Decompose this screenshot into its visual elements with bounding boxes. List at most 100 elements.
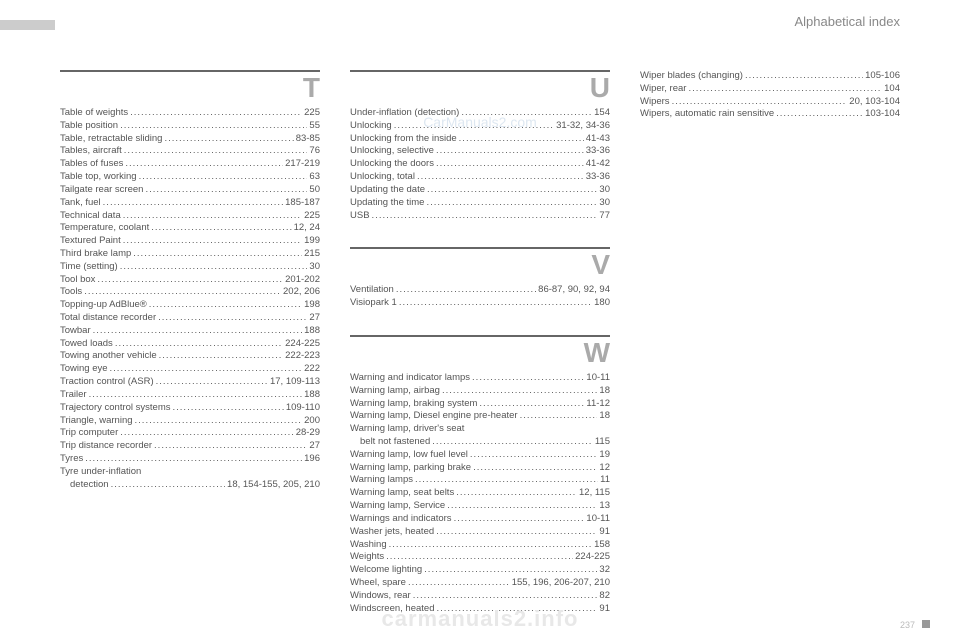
entry-label: Windows, rear xyxy=(350,590,411,603)
entry-dots: ........................................… xyxy=(85,453,302,466)
index-entry: Tables of fuses.........................… xyxy=(60,158,320,171)
entry-page: 104 xyxy=(884,83,900,96)
entry-page: 11-12 xyxy=(586,398,610,411)
entry-label: Table top, working xyxy=(60,171,137,184)
index-entry: Third brake lamp........................… xyxy=(60,248,320,261)
entry-page: 224-225 xyxy=(575,551,610,564)
entry-dots: ........................................… xyxy=(133,248,302,261)
entry-label: Warning lamp, driver's seat xyxy=(350,423,464,436)
entry-dots: ........................................… xyxy=(415,474,598,487)
page-marker xyxy=(922,620,930,628)
entry-label: Windscreen, heated xyxy=(350,603,435,616)
entry-label: Textured Paint xyxy=(60,235,121,248)
entry-dots: ........................................… xyxy=(97,274,283,287)
entry-dots: ........................................… xyxy=(164,133,293,146)
entry-page: 155, 196, 206-207, 210 xyxy=(512,577,610,590)
index-entry: Technical data..........................… xyxy=(60,210,320,223)
entry-dots: ........................................… xyxy=(103,197,283,210)
entry-label: Wheel, spare xyxy=(350,577,406,590)
entry-dots: ........................................… xyxy=(470,449,598,462)
section-rule: W xyxy=(350,335,610,367)
entry-label: Trailer xyxy=(60,389,87,402)
index-entry: Updating the date.......................… xyxy=(350,184,610,197)
index-entry: Trailer.................................… xyxy=(60,389,320,402)
entry-label: Total distance recorder xyxy=(60,312,156,325)
entry-page: 30 xyxy=(309,261,320,274)
entry-dots: ........................................… xyxy=(461,107,592,120)
index-entry: Under-inflation (detection).............… xyxy=(350,107,610,120)
entry-dots: ........................................… xyxy=(111,479,225,492)
entry-dots: ........................................… xyxy=(396,284,536,297)
entry-dots: ........................................… xyxy=(437,603,598,616)
index-entry: Warnings and indicators.................… xyxy=(350,513,610,526)
entry-page: 10-11 xyxy=(586,372,610,385)
entry-label: Updating the time xyxy=(350,197,424,210)
index-entry: Wiper, rear.............................… xyxy=(640,83,900,96)
index-entry: Tyre under-inflation xyxy=(60,466,320,479)
entry-dots: ........................................… xyxy=(436,145,584,158)
entry-label: Unlocking, total xyxy=(350,171,415,184)
entry-label: Tailgate rear screen xyxy=(60,184,143,197)
entry-label: Warning lamp, seat belts xyxy=(350,487,454,500)
index-entry: Tyres...................................… xyxy=(60,453,320,466)
entry-label: USB xyxy=(350,210,370,223)
entry-label: Unlocking, selective xyxy=(350,145,434,158)
entry-page: 103-104 xyxy=(865,108,900,121)
entry-dots: ........................................… xyxy=(456,487,577,500)
index-entry: detection...............................… xyxy=(60,479,320,492)
index-entry: Wipers..................................… xyxy=(640,96,900,109)
entry-label: Under-inflation (detection) xyxy=(350,107,459,120)
entry-page: 63 xyxy=(309,171,320,184)
entry-dots: ........................................… xyxy=(124,145,308,158)
entry-dots: ........................................… xyxy=(479,398,584,411)
index-entry: Warning lamp, airbag....................… xyxy=(350,385,610,398)
entry-page: 202, 206 xyxy=(283,286,320,299)
entry-page: 185-187 xyxy=(285,197,320,210)
entry-page: 20, 103-104 xyxy=(849,96,900,109)
entry-page: 83-85 xyxy=(296,133,320,146)
entry-page: 86-87, 90, 92, 94 xyxy=(538,284,610,297)
entry-page: 32 xyxy=(599,564,610,577)
entry-dots: ........................................… xyxy=(399,297,592,310)
entry-page: 27 xyxy=(309,312,320,325)
entry-label: Warnings and indicators xyxy=(350,513,452,526)
index-column: TTable of weights.......................… xyxy=(60,70,320,640)
entry-label: Topping-up AdBlue® xyxy=(60,299,147,312)
index-column: Wiper blades (changing).................… xyxy=(640,70,900,640)
index-entry: Unlocking from the inside...............… xyxy=(350,133,610,146)
index-entry: USB.....................................… xyxy=(350,210,610,223)
index-entry: Washing.................................… xyxy=(350,539,610,552)
entry-dots: ........................................… xyxy=(120,120,307,133)
entry-page: 180 xyxy=(594,297,610,310)
index-entry: Windscreen, heated......................… xyxy=(350,603,610,616)
entry-page: 105-106 xyxy=(865,70,900,83)
section-rule: U xyxy=(350,70,610,102)
entry-page: 12 xyxy=(599,462,610,475)
index-column: U Under-inflation (detection)............… xyxy=(350,70,610,640)
index-entry: Triangle, warning.......................… xyxy=(60,415,320,428)
page-number: 237 xyxy=(900,620,915,630)
entry-dots: ........................................… xyxy=(520,410,598,423)
index-entry: Trip distance recorder..................… xyxy=(60,440,320,453)
entry-page: 91 xyxy=(599,526,610,539)
index-entry: Topping-up AdBlue®......................… xyxy=(60,299,320,312)
page-header: Alphabetical index xyxy=(794,14,900,29)
entry-dots: ........................................… xyxy=(454,513,585,526)
entry-page: 200 xyxy=(304,415,320,428)
index-section: WWarning and indicator lamps............… xyxy=(350,335,610,615)
entry-page: 28-29 xyxy=(296,427,320,440)
index-entry: Weights.................................… xyxy=(350,551,610,564)
entry-page: 222 xyxy=(304,363,320,376)
entry-page: 225 xyxy=(304,210,320,223)
entry-page: 109-110 xyxy=(286,402,320,415)
index-entry: Unlocking the doors.....................… xyxy=(350,158,610,171)
section-letter: V xyxy=(591,251,610,279)
entry-dots: ........................................… xyxy=(473,462,597,475)
entry-dots: ........................................… xyxy=(139,171,308,184)
entry-label: Towbar xyxy=(60,325,91,338)
entry-page: 33-36 xyxy=(586,145,610,158)
entry-label: Wiper, rear xyxy=(640,83,686,96)
entry-label: Warning lamp, Service xyxy=(350,500,445,513)
index-entry: Wiper blades (changing).................… xyxy=(640,70,900,83)
index-entry: Unlocking, total........................… xyxy=(350,171,610,184)
